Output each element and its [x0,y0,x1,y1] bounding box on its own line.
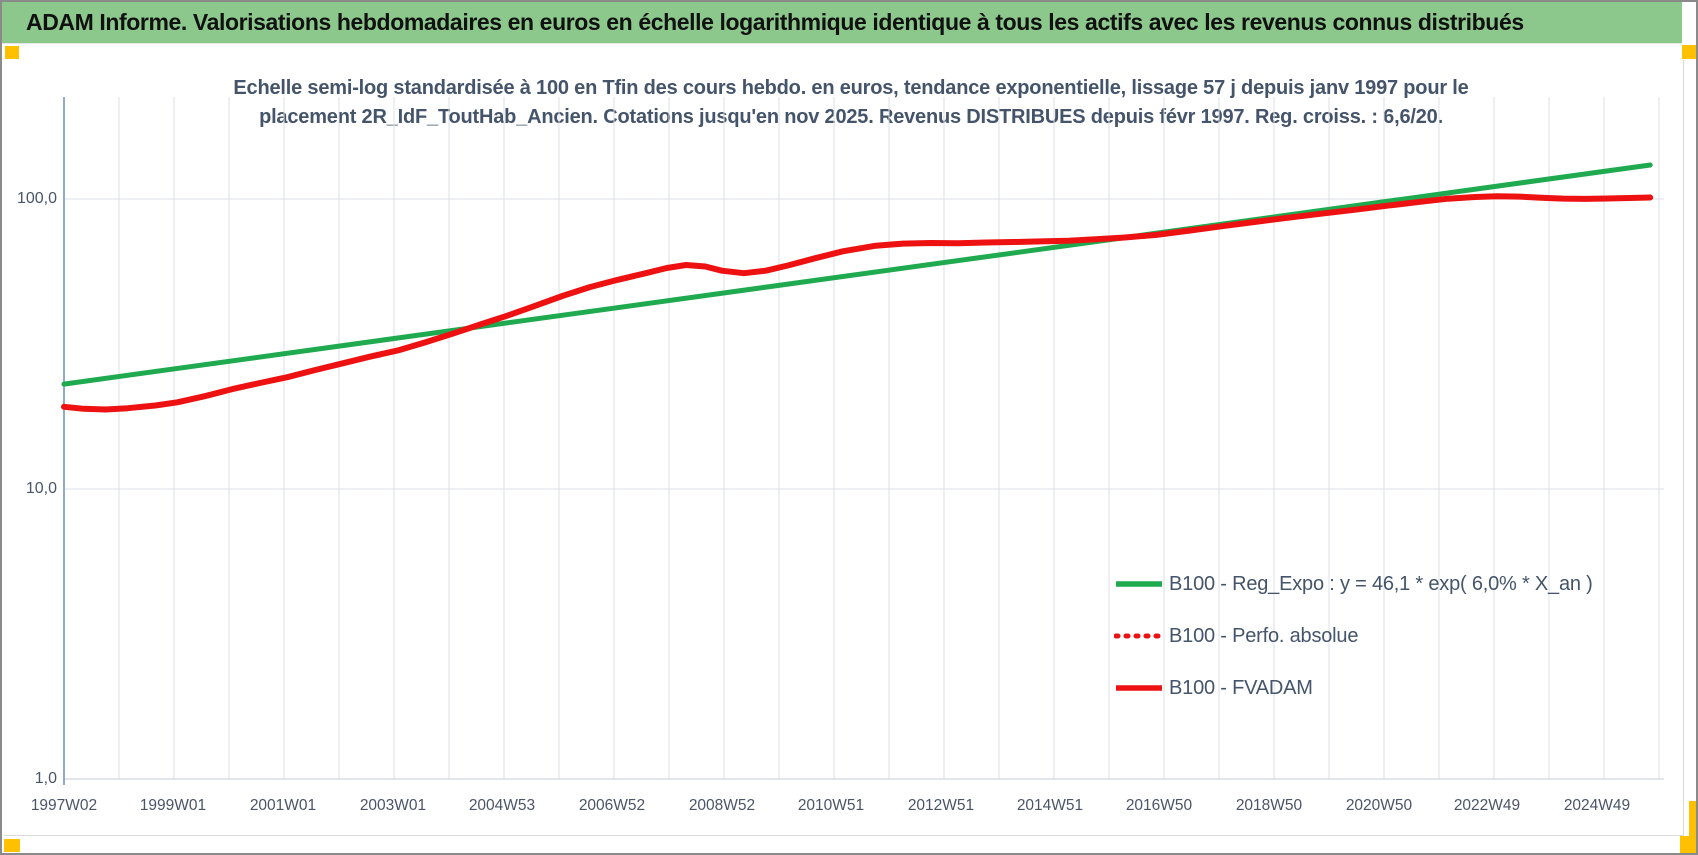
x-axis-tick-label: 2001W01 [249,797,317,814]
x-axis-tick-label: 2016W50 [1125,797,1193,814]
x-axis-tick-label: 2020W50 [1345,797,1413,814]
legend-line-swatch [1116,581,1162,587]
x-axis-tick-label: 2004W53 [468,797,536,814]
y-axis-tick-label: 10,0 [25,480,57,497]
series-line [61,162,1653,387]
legend-item-label: B100 - Perfo. absolue [1169,624,1359,647]
legend-item-label: B100 - Reg_Expo : y = 46,1 * exp( 6,0% *… [1169,572,1593,595]
x-axis-tick-label: 1999W01 [139,797,207,814]
legend-item: B100 - FVADAM [1114,662,1593,714]
x-axis-tick-label: 2006W52 [578,797,646,814]
y-axis-tick-label: 1,0 [34,770,57,787]
selection-handle[interactable] [1680,836,1696,853]
selection-handle[interactable] [1689,801,1696,851]
x-axis-tick-label: 2014W51 [1016,797,1084,814]
x-axis-tick-label: 2024W49 [1563,797,1631,814]
series-line [61,193,1653,412]
selection-handle[interactable] [1682,45,1696,59]
legend-line-swatch [1114,633,1164,639]
legend: B100 - Reg_Expo : y = 46,1 * exp( 6,0% *… [1114,558,1593,714]
legend-item: B100 - Reg_Expo : y = 46,1 * exp( 6,0% *… [1114,558,1593,610]
header-bar: ADAM Informe. Valorisations hebdomadaire… [2,2,1682,44]
x-axis-tick-label: 2008W52 [688,797,756,814]
x-axis-tick-label: 2018W50 [1235,797,1303,814]
x-axis-tick-label: 2010W51 [797,797,865,814]
selection-handle[interactable] [4,839,20,852]
x-axis-tick-label: 2003W01 [359,797,427,814]
selection-handle[interactable] [5,46,19,59]
x-axis-tick-label: 1997W02 [30,797,98,814]
header-title: ADAM Informe. Valorisations hebdomadaire… [26,9,1524,35]
x-axis-tick-label: 2022W49 [1453,797,1521,814]
y-axis-tick-label: 100,0 [16,190,57,207]
legend-line-swatch [1116,685,1162,691]
x-axis-tick-label: 2012W51 [907,797,975,814]
legend-item: B100 - Perfo. absolue [1114,610,1593,662]
legend-item-label: B100 - FVADAM [1169,676,1313,699]
series-line [61,193,1654,413]
